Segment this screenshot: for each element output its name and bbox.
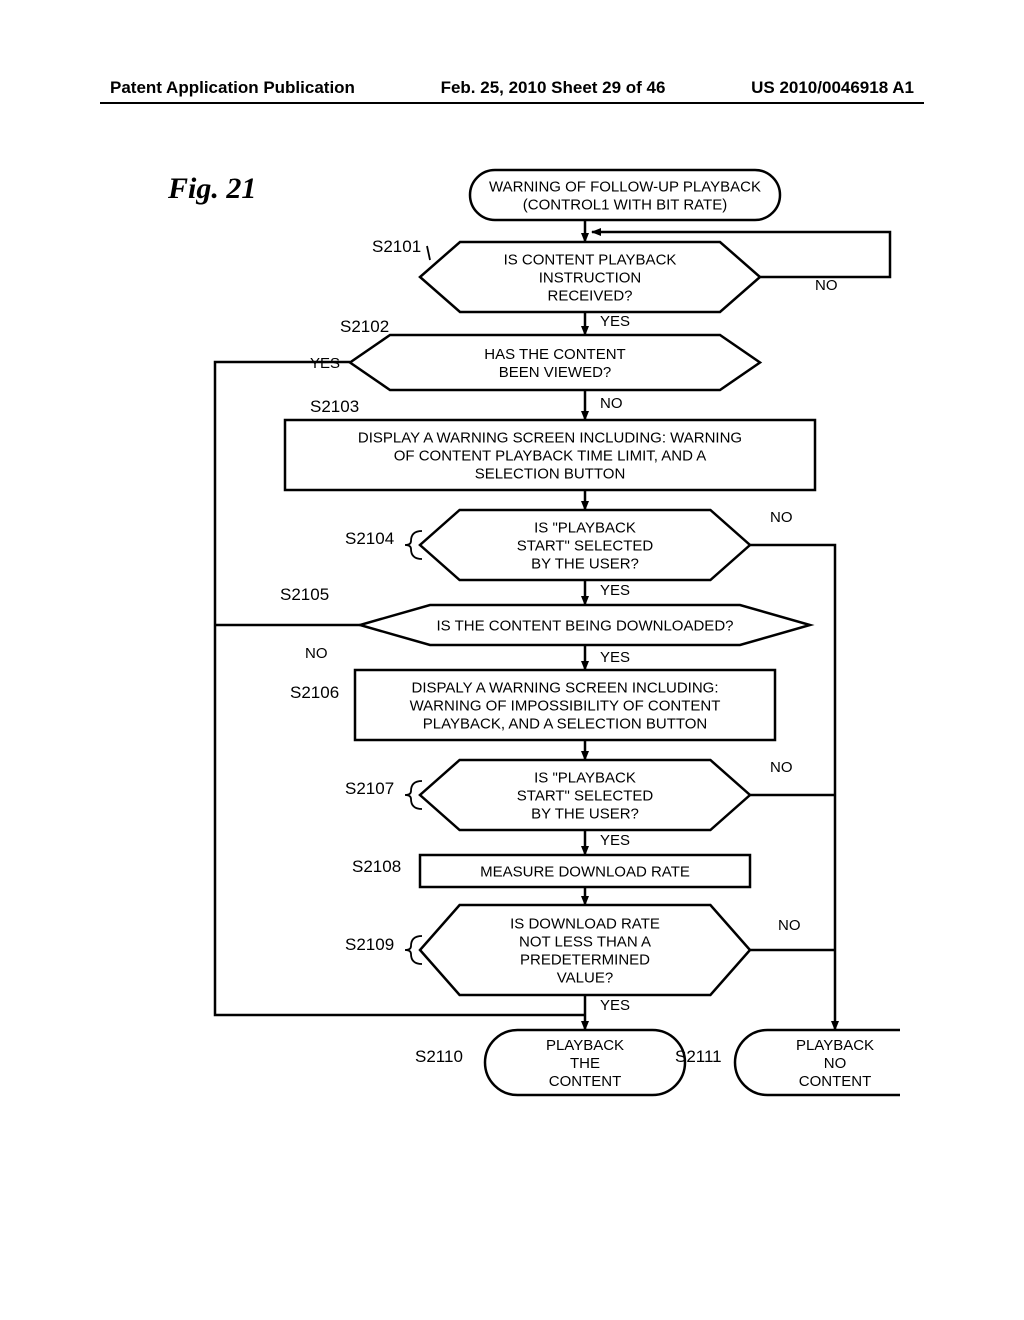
svg-text:S2104: S2104 (345, 529, 394, 548)
svg-text:MEASURE DOWNLOAD RATE: MEASURE DOWNLOAD RATE (480, 863, 690, 880)
svg-text:NO: NO (770, 759, 793, 776)
svg-text:S2105: S2105 (280, 585, 329, 604)
page-header: Patent Application Publication Feb. 25, … (0, 78, 1024, 98)
svg-text:IS THE CONTENT BEING DOWNLOADE: IS THE CONTENT BEING DOWNLOADED? (437, 617, 734, 634)
svg-text:S2110: S2110 (415, 1047, 463, 1066)
svg-text:HAS THE CONTENTBEEN VIEWED?: HAS THE CONTENTBEEN VIEWED? (484, 346, 625, 381)
svg-text:NO: NO (815, 277, 838, 294)
svg-text:YES: YES (600, 997, 630, 1014)
page: Patent Application Publication Feb. 25, … (0, 0, 1024, 1320)
svg-text:S2102: S2102 (340, 317, 389, 336)
svg-text:YES: YES (600, 313, 630, 330)
svg-text:S2111: S2111 (675, 1047, 722, 1066)
svg-text:S2103: S2103 (310, 397, 359, 416)
svg-text:WARNING OF FOLLOW-UP PLAYBACK(: WARNING OF FOLLOW-UP PLAYBACK(CONTROL1 W… (489, 178, 761, 213)
header-left: Patent Application Publication (110, 78, 355, 98)
header-right: US 2010/0046918 A1 (751, 78, 914, 98)
svg-text:S2108: S2108 (352, 857, 401, 876)
svg-text:NO: NO (778, 917, 801, 934)
header-center: Feb. 25, 2010 Sheet 29 of 46 (441, 78, 666, 98)
svg-text:IS "PLAYBACKSTART" SELECTEDBY: IS "PLAYBACKSTART" SELECTEDBY THE USER? (517, 769, 654, 822)
svg-text:S2101: S2101 (372, 237, 421, 256)
header-rule (100, 102, 924, 104)
svg-text:S2106: S2106 (290, 683, 339, 702)
svg-text:S2109: S2109 (345, 935, 394, 954)
flowchart: NO YES YES NO NO YES NO YES NO YES NO YES WARNING OF… (130, 160, 900, 1280)
svg-text:NO: NO (770, 509, 793, 526)
svg-text:YES: YES (600, 582, 630, 599)
svg-text:DISPALY A WARNING SCREEN INCLU: DISPALY A WARNING SCREEN INCLUDING:WARNI… (410, 679, 721, 732)
svg-text:YES: YES (600, 649, 630, 666)
svg-text:YES: YES (310, 355, 340, 372)
svg-text:NO: NO (600, 395, 623, 412)
svg-text:S2107: S2107 (345, 779, 394, 798)
svg-text:IS "PLAYBACKSTART" SELECTEDBY: IS "PLAYBACKSTART" SELECTEDBY THE USER? (517, 519, 654, 572)
svg-text:NO: NO (305, 645, 328, 662)
svg-text:YES: YES (600, 832, 630, 849)
